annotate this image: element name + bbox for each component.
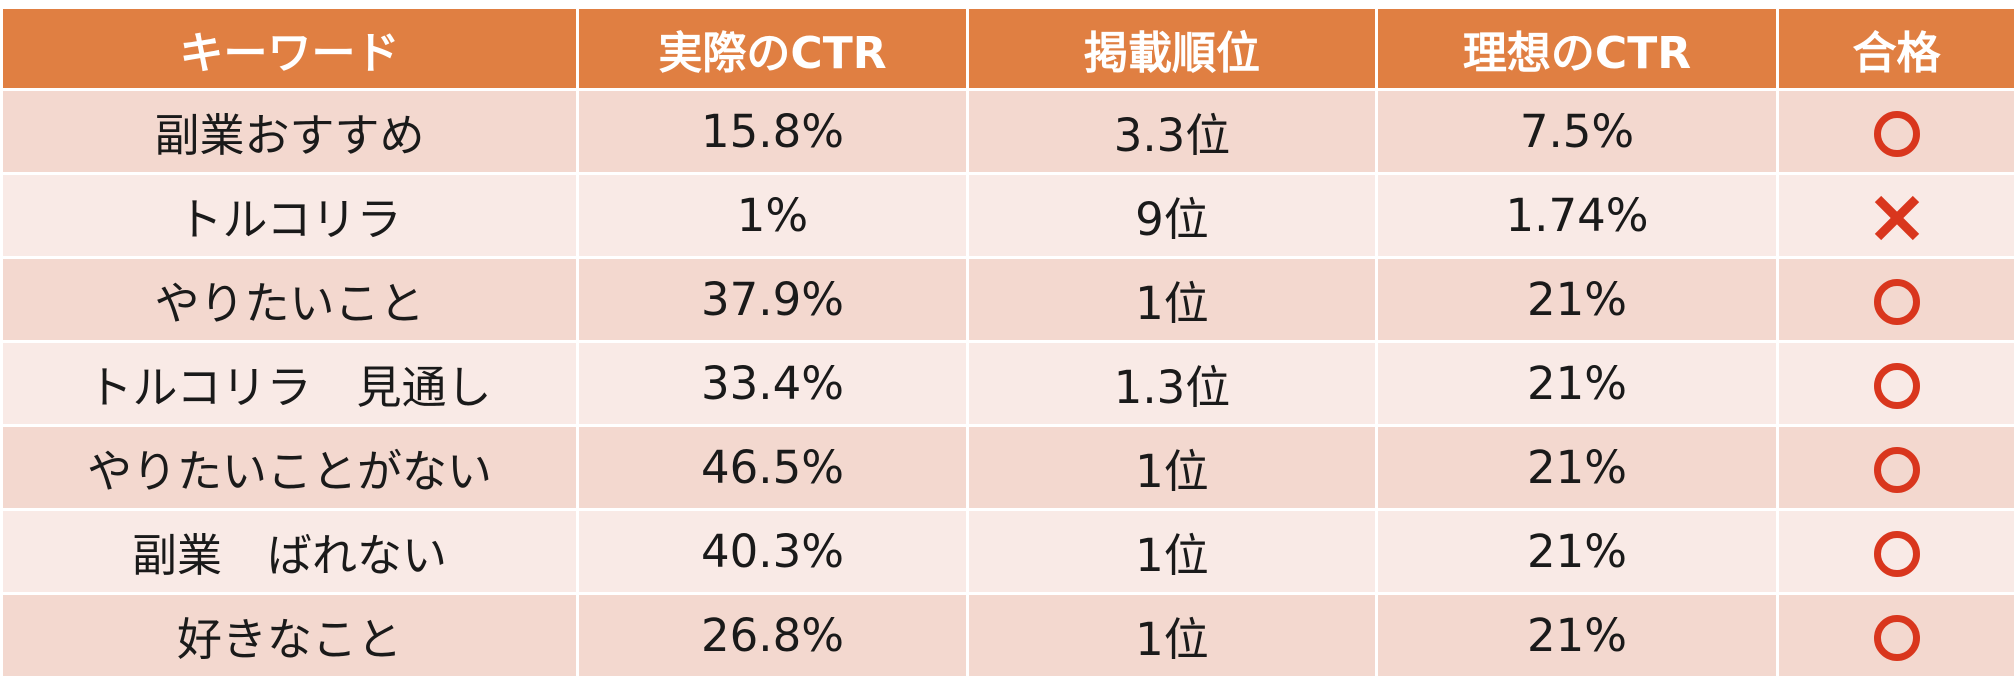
header-actual-ctr: 実際のCTR xyxy=(576,6,969,91)
circle-icon xyxy=(1873,615,1920,661)
pass-cell xyxy=(1776,172,2014,259)
rank-cell: 1.3位 xyxy=(966,340,1378,427)
ideal-ctr-cell: 21% xyxy=(1375,508,1779,595)
ideal-ctr-cell: 7.5% xyxy=(1375,88,1779,175)
actual-ctr-cell: 15.8% xyxy=(576,88,969,175)
keyword-cell: 副業おすすめ xyxy=(0,88,579,175)
rank-cell: 1位 xyxy=(966,508,1378,595)
keyword-cell: 好きなこと xyxy=(0,592,579,679)
ideal-ctr-cell: 21% xyxy=(1375,424,1779,511)
header-pass: 合格 xyxy=(1776,6,2014,91)
actual-ctr-cell: 1% xyxy=(576,172,969,259)
table-row: やりたいことがない 46.5% 1位 21% xyxy=(0,424,2014,511)
keyword-cell: トルコリラ 見通し xyxy=(0,340,579,427)
cross-icon xyxy=(1874,195,1919,241)
table-row: 副業おすすめ 15.8% 3.3位 7.5% xyxy=(0,88,2014,175)
pass-cell xyxy=(1776,256,2014,343)
rank-cell: 1位 xyxy=(966,256,1378,343)
pass-cell xyxy=(1776,508,2014,595)
actual-ctr-cell: 40.3% xyxy=(576,508,969,595)
rank-cell: 3.3位 xyxy=(966,88,1378,175)
table-row: 副業 ばれない 40.3% 1位 21% xyxy=(0,508,2014,595)
pass-cell xyxy=(1776,340,2014,427)
table-header-row: キーワード 実際のCTR 掲載順位 理想のCTR 合格 xyxy=(0,6,2014,91)
pass-cell xyxy=(1776,424,2014,511)
pass-cell xyxy=(1776,88,2014,175)
header-ideal-ctr: 理想のCTR xyxy=(1375,6,1779,91)
circle-icon xyxy=(1873,363,1920,409)
rank-cell: 9位 xyxy=(966,172,1378,259)
ideal-ctr-cell: 1.74% xyxy=(1375,172,1779,259)
circle-icon xyxy=(1873,447,1920,493)
rank-cell: 1位 xyxy=(966,592,1378,679)
actual-ctr-cell: 46.5% xyxy=(576,424,969,511)
table-row: トルコリラ 1% 9位 1.74% xyxy=(0,172,2014,259)
table-row: 好きなこと 26.8% 1位 21% xyxy=(0,592,2014,679)
keyword-cell: 副業 ばれない xyxy=(0,508,579,595)
circle-icon xyxy=(1873,111,1920,157)
keyword-cell: やりたいこと xyxy=(0,256,579,343)
circle-icon xyxy=(1873,531,1920,577)
table-row: やりたいこと 37.9% 1位 21% xyxy=(0,256,2014,343)
actual-ctr-cell: 37.9% xyxy=(576,256,969,343)
table-row: トルコリラ 見通し 33.4% 1.3位 21% xyxy=(0,340,2014,427)
actual-ctr-cell: 33.4% xyxy=(576,340,969,427)
keyword-cell: トルコリラ xyxy=(0,172,579,259)
ideal-ctr-cell: 21% xyxy=(1375,340,1779,427)
header-keyword: キーワード xyxy=(0,6,579,91)
circle-icon xyxy=(1873,279,1920,325)
ideal-ctr-cell: 21% xyxy=(1375,592,1779,679)
ideal-ctr-cell: 21% xyxy=(1375,256,1779,343)
header-rank: 掲載順位 xyxy=(966,6,1378,91)
rank-cell: 1位 xyxy=(966,424,1378,511)
ctr-table: キーワード 実際のCTR 掲載順位 理想のCTR 合格 副業おすすめ 15.8%… xyxy=(0,6,2014,679)
actual-ctr-cell: 26.8% xyxy=(576,592,969,679)
keyword-cell: やりたいことがない xyxy=(0,424,579,511)
ctr-table-container: キーワード 実際のCTR 掲載順位 理想のCTR 合格 副業おすすめ 15.8%… xyxy=(0,6,2014,679)
pass-cell xyxy=(1776,592,2014,679)
